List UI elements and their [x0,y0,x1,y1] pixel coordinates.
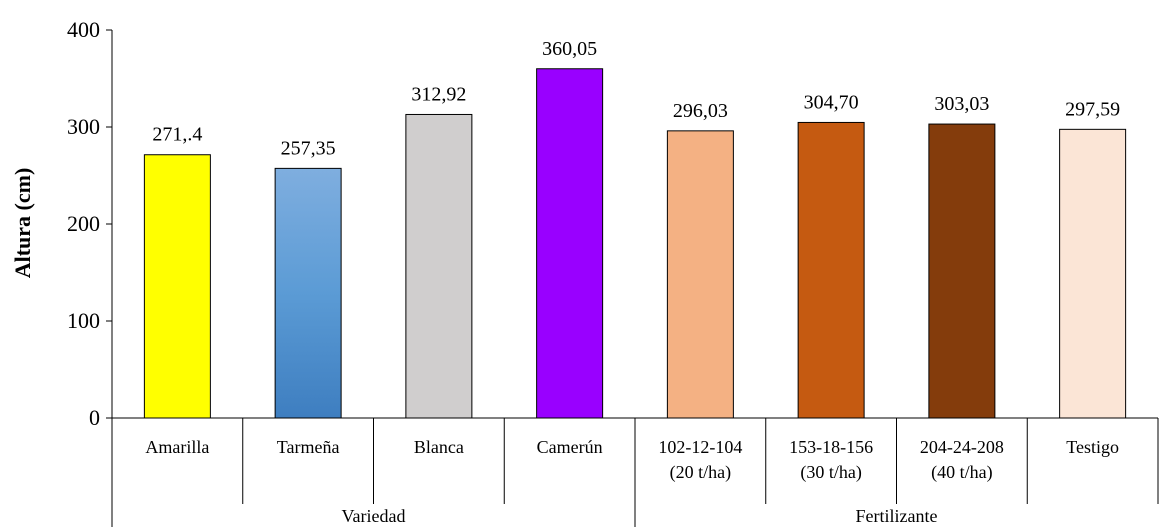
category-label: Blanca [414,437,464,457]
bar [797,121,865,419]
category-label: Tarmeña [277,437,340,457]
bar [274,167,342,419]
category-label: (40 t/ha) [931,462,992,483]
data-label: 303,03 [934,93,989,115]
data-label: 297,59 [1065,98,1120,120]
y-tick-label: 400 [67,17,100,42]
y-tick-label: 0 [89,405,100,430]
data-label: 360,05 [542,38,597,60]
category-label: Camerún [537,437,603,457]
category-label: (30 t/ha) [800,462,861,483]
group-label: Variedad [342,506,406,526]
y-tick-label: 100 [67,308,100,333]
bar [536,68,604,419]
bars [143,68,1127,419]
bar [405,113,473,419]
bar [1059,128,1127,419]
labels: Variedad Fertilizante 271,.4 Amarilla 257,35… [145,38,1120,526]
bar [928,123,996,419]
y-axis-title: Altura (cm) [10,168,35,279]
category-label: Testigo [1066,437,1119,457]
data-label: 304,70 [804,91,859,113]
category-label: (20 t/ha) [670,462,731,483]
data-label: 271,.4 [152,124,202,146]
y-tick-label: 300 [67,114,100,139]
category-label: 102-12-104 [658,437,742,457]
bar [666,130,734,419]
data-label: 257,35 [281,137,336,159]
data-label: 296,03 [673,100,728,122]
category-label: Amarilla [145,437,209,457]
data-label: 312,92 [411,83,466,105]
category-label: 153-18-156 [789,437,873,457]
bar [143,154,211,419]
y-tick-label: 200 [67,211,100,236]
category-label: 204-24-208 [920,437,1004,457]
group-label: Fertilizante [856,506,938,526]
